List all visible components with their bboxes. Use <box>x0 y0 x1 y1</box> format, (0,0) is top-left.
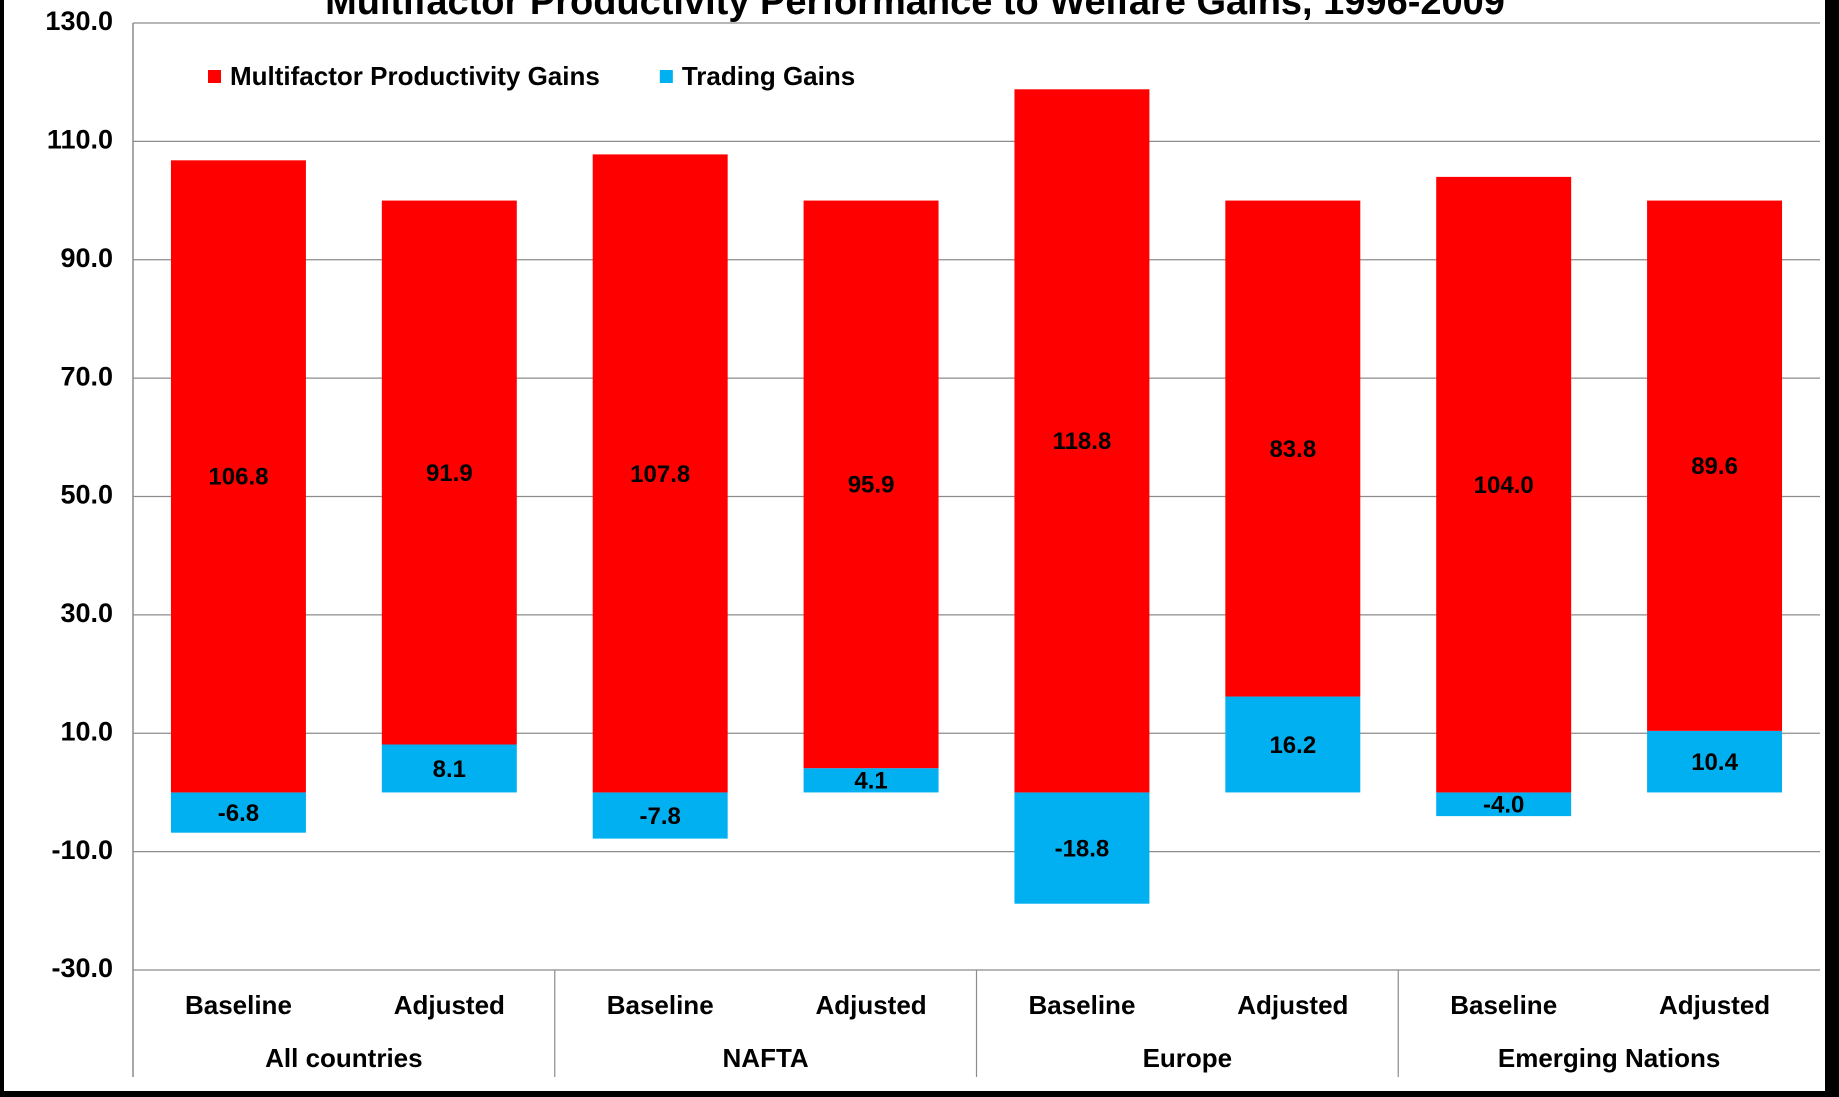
legend-label: Multifactor Productivity Gains <box>230 61 600 91</box>
bar-segment <box>170 792 306 833</box>
x-tick-label: Baseline <box>1450 990 1557 1020</box>
x-tick-label: Adjusted <box>815 990 926 1020</box>
data-label: 106.8 <box>208 464 268 491</box>
x-tick-label: Adjusted <box>1659 990 1770 1020</box>
y-tick-label: 70.0 <box>60 361 113 391</box>
data-label: 104.0 <box>1474 472 1534 499</box>
y-tick-label: 50.0 <box>60 480 113 510</box>
x-tick-label: Baseline <box>185 990 292 1020</box>
group-label: All countries <box>265 1043 422 1073</box>
legend-swatch <box>659 70 673 83</box>
bar-segment <box>1436 792 1572 817</box>
bar-segment <box>1225 696 1361 793</box>
bar-segment <box>1225 200 1361 697</box>
y-tick-label: 110.0 <box>47 125 113 155</box>
bar-segment <box>1014 792 1150 904</box>
data-label: 95.9 <box>848 472 895 499</box>
bar-segment <box>381 744 517 793</box>
x-tick-label: Adjusted <box>1237 990 1348 1020</box>
chart-title: Multifactor Productivity Performance to … <box>325 0 1505 23</box>
data-label: 83.8 <box>1269 436 1316 463</box>
y-tick-label: 10.0 <box>60 716 113 746</box>
bar-segment <box>803 200 939 769</box>
data-label: 4.1 <box>854 768 887 795</box>
data-label: -6.8 <box>218 800 259 827</box>
data-label: -4.0 <box>1483 792 1524 819</box>
data-label: 91.9 <box>426 460 473 487</box>
data-label: 10.4 <box>1691 749 1738 776</box>
y-tick-label: -30.0 <box>51 953 113 983</box>
data-label: 16.2 <box>1269 732 1316 759</box>
data-label: -7.8 <box>640 803 681 830</box>
y-tick-label: -10.0 <box>51 835 113 865</box>
bar-segment <box>1436 176 1572 793</box>
data-label: 118.8 <box>1053 428 1112 455</box>
data-label: 89.6 <box>1691 453 1738 480</box>
x-tick-label: Baseline <box>1028 990 1135 1020</box>
bar-segment <box>170 160 306 793</box>
data-label: -18.8 <box>1055 835 1110 862</box>
bar-segment <box>1014 89 1150 793</box>
bar-segment <box>803 768 939 793</box>
legend-label: Trading Gains <box>682 61 855 91</box>
y-tick-label: 130.0 <box>45 6 113 36</box>
group-label: NAFTA <box>723 1043 809 1073</box>
x-tick-label: Baseline <box>607 990 714 1020</box>
bar-segment <box>1647 730 1783 793</box>
bar-segment <box>592 792 728 839</box>
bar-segment <box>592 154 728 793</box>
y-tick-label: 90.0 <box>60 243 113 273</box>
group-label: Europe <box>1143 1043 1233 1073</box>
y-tick-label: 30.0 <box>60 598 113 628</box>
bar-segment <box>1647 200 1783 731</box>
group-label: Emerging Nations <box>1498 1043 1720 1073</box>
data-label: 107.8 <box>630 461 690 488</box>
bar-segment <box>381 200 517 745</box>
data-label: 8.1 <box>433 756 466 783</box>
legend-swatch <box>208 70 221 83</box>
x-tick-label: Adjusted <box>394 990 505 1020</box>
